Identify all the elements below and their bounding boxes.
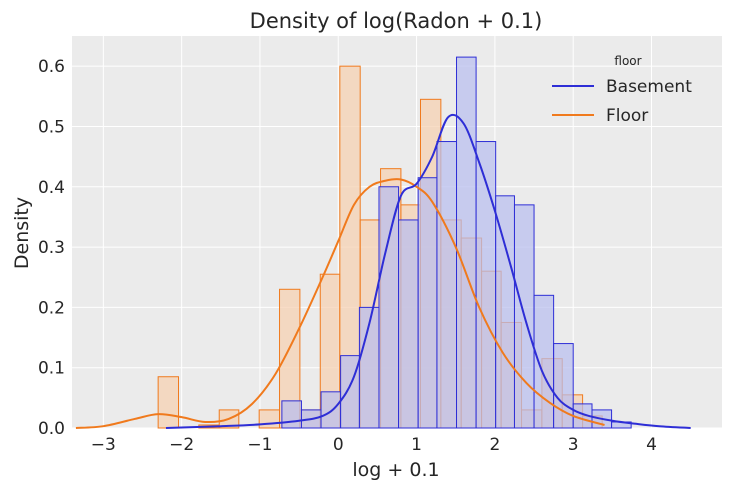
legend: floor Basement Floor [552, 54, 692, 126]
hist-bar-basement [417, 177, 438, 429]
hist-bar-basement [378, 186, 400, 429]
kde-line-basement [165, 113, 691, 429]
hist-bar-basement [436, 141, 458, 429]
x-tick-label: 1 [411, 435, 422, 455]
chart-title: Density of log(Radon + 0.1) [250, 9, 543, 33]
kde-line-floor [75, 178, 605, 429]
y-tick-label: 0.3 [38, 238, 65, 258]
hist-bar-basement [456, 56, 477, 429]
hist-bar-basement [398, 219, 419, 429]
hist-bar-floor [157, 376, 180, 429]
x-tick-label: 3 [568, 435, 579, 455]
x-tick-label: 0 [333, 435, 344, 455]
basement-histogram [281, 56, 632, 429]
y-axis-label: Density [11, 197, 33, 269]
hist-bar-basement [281, 400, 302, 429]
x-tick-label: −1 [247, 435, 272, 455]
legend-label-floor: Floor [606, 106, 648, 126]
y-tick-label: 0.4 [38, 178, 65, 198]
y-tick-label: 0.5 [38, 117, 65, 137]
x-tick-label: −3 [91, 435, 116, 455]
hist-bar-floor [258, 409, 281, 429]
y-axis-ticks: 0.0 0.1 0.2 0.3 0.4 0.5 0.6 [38, 57, 65, 439]
y-tick-label: 0.6 [38, 57, 65, 77]
x-tick-label: −2 [169, 435, 194, 455]
x-axis-label: log + 0.1 [352, 459, 439, 481]
y-tick-label: 0.1 [38, 359, 65, 379]
legend-title: floor [614, 54, 641, 68]
x-tick-label: 2 [489, 435, 500, 455]
hist-bar-basement [533, 294, 555, 429]
y-tick-label: 0.2 [38, 298, 65, 318]
kde-curves [75, 113, 691, 429]
y-tick-label: 0.0 [38, 419, 65, 439]
x-tick-label: 4 [646, 435, 657, 455]
hist-bar-basement [495, 195, 515, 429]
x-axis-ticks: −3 −2 −1 0 1 2 3 4 [91, 435, 657, 455]
legend-label-basement: Basement [606, 77, 692, 97]
